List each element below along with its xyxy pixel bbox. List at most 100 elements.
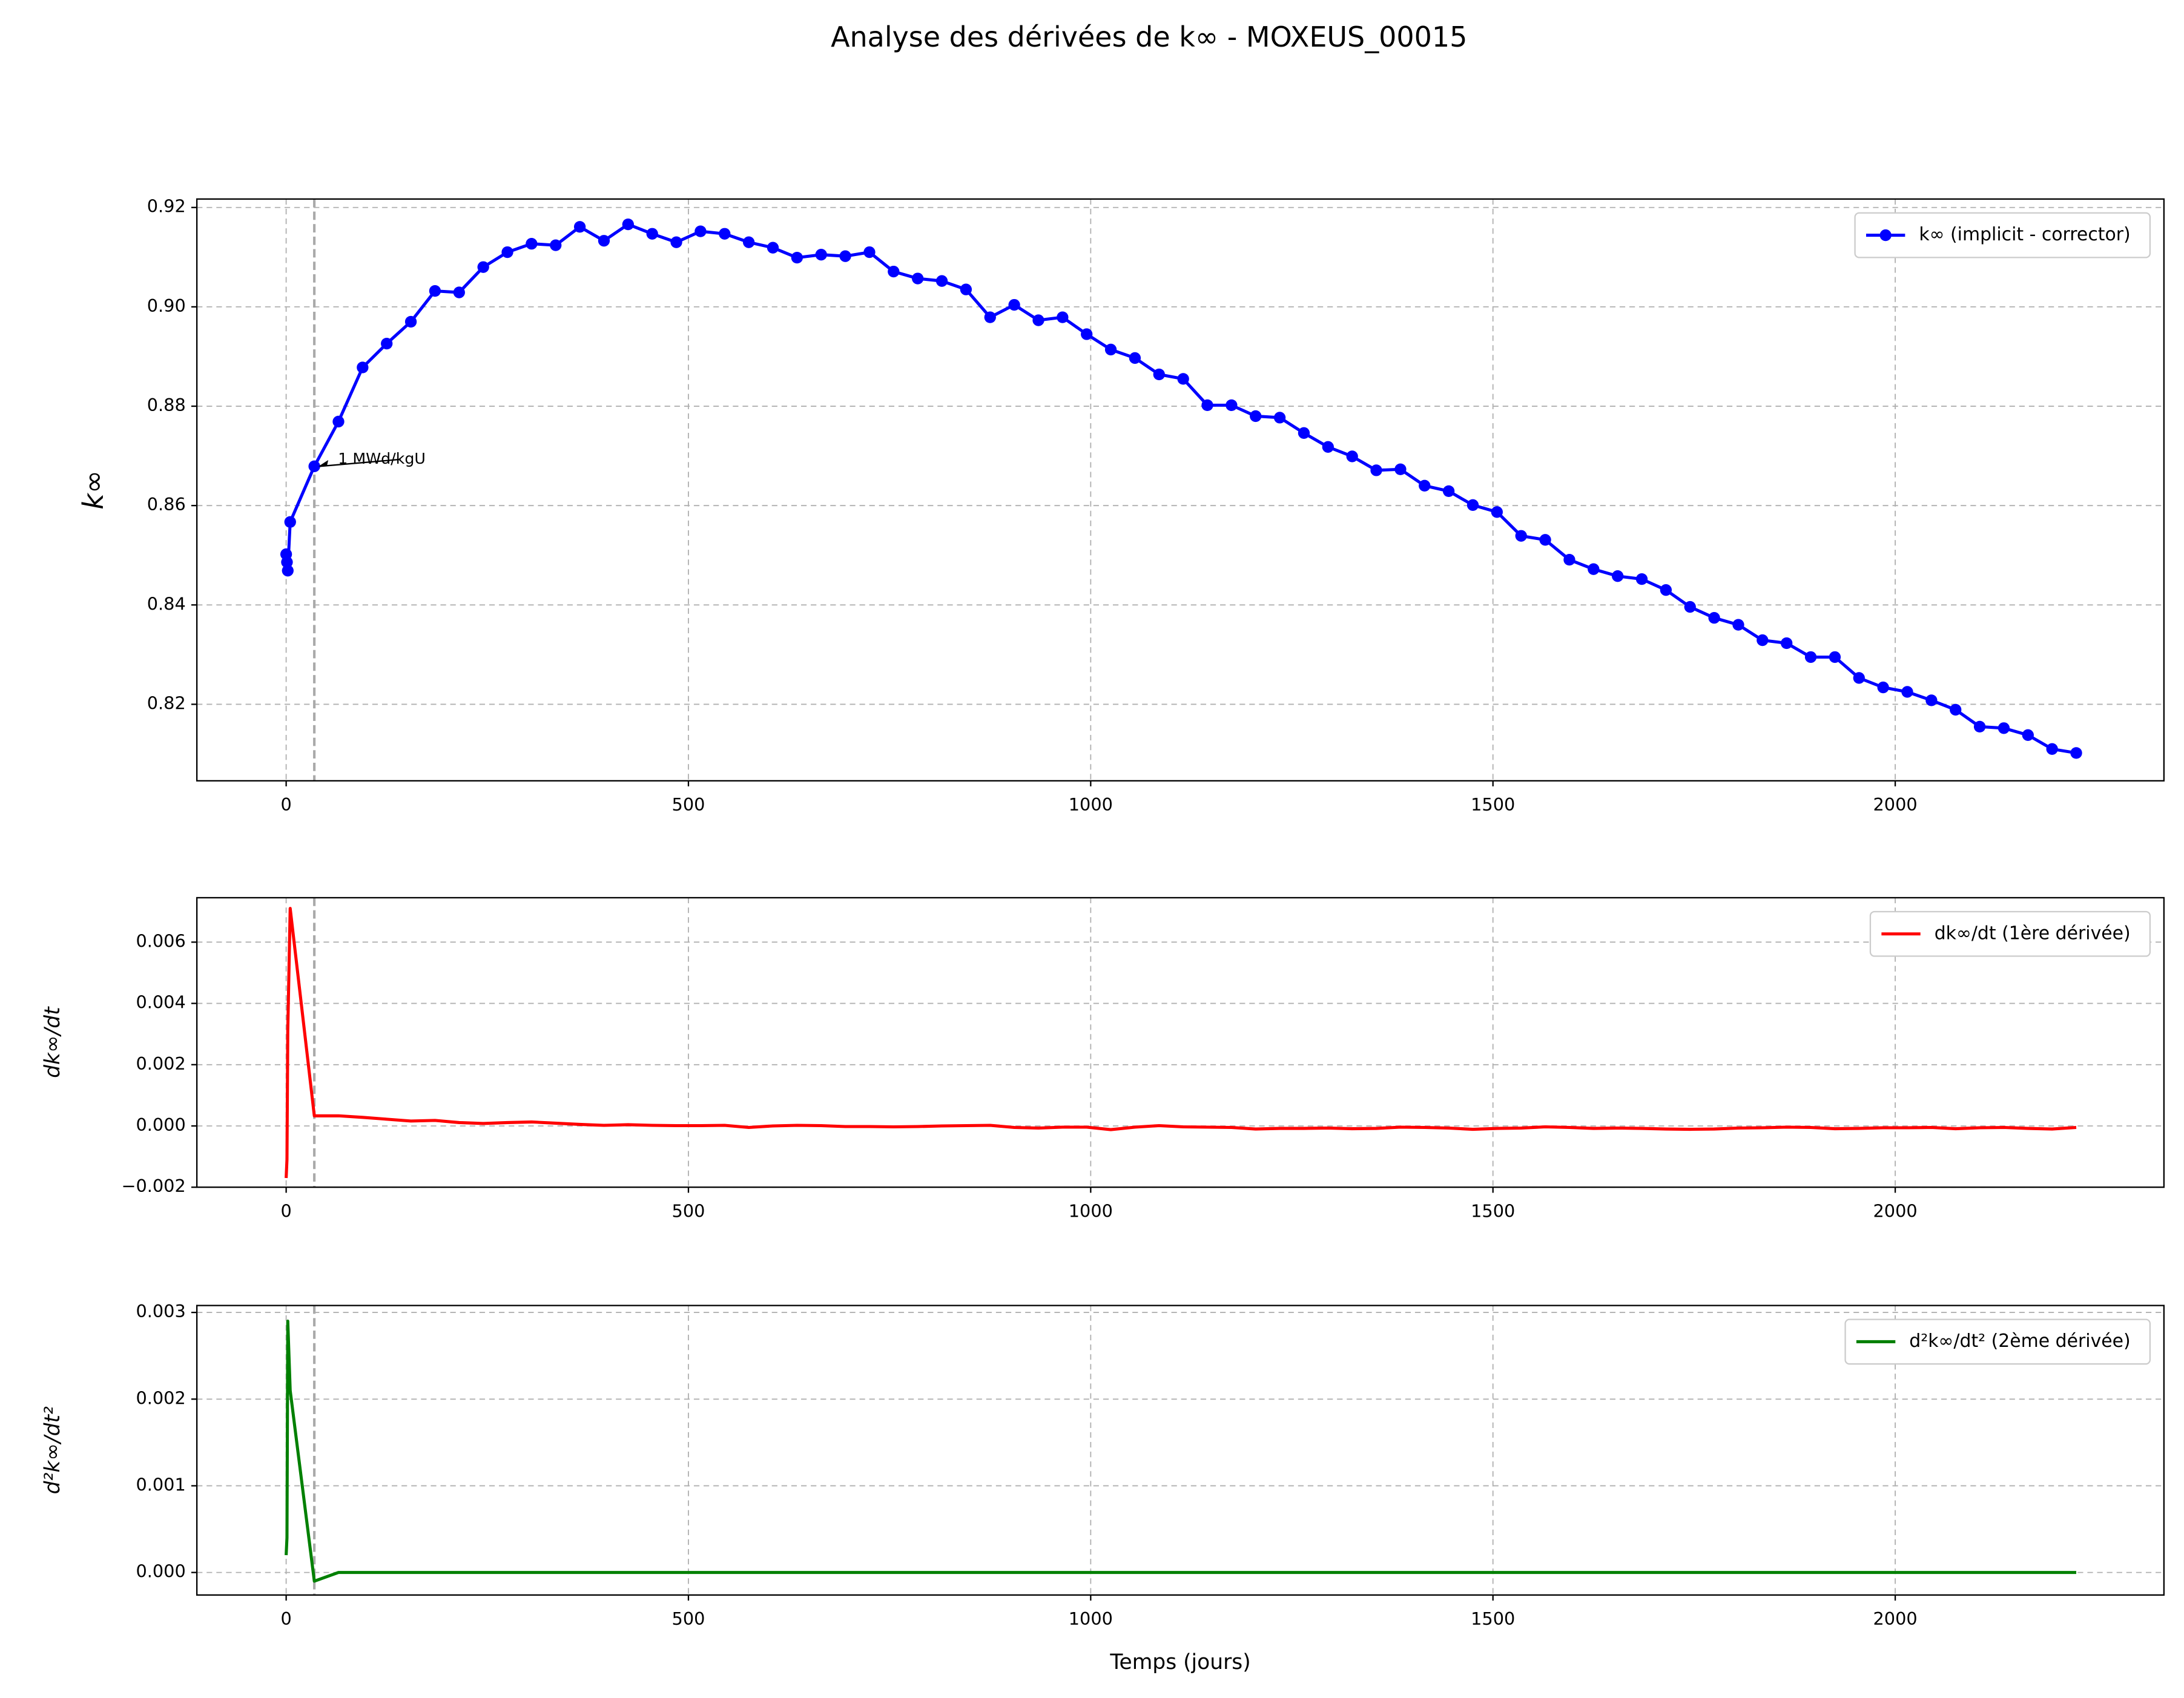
y-tick-label: 0.003	[136, 1301, 186, 1321]
y-tick-label: 0.000	[136, 1561, 186, 1582]
data-point	[2046, 743, 2058, 755]
data-point	[526, 237, 538, 250]
legend-label: d²k∞/dt² (2ème dérivée)	[1909, 1331, 2130, 1352]
x-tick-label: 2000	[1873, 1608, 1918, 1629]
data-point	[1153, 368, 1165, 381]
legend-box	[1854, 212, 2151, 258]
data-point	[1298, 427, 1310, 439]
y-tick-label: 0.004	[136, 992, 186, 1013]
y-axis-label: k∞	[77, 470, 110, 510]
data-point	[1177, 373, 1189, 385]
data-point	[2022, 729, 2034, 741]
data-point	[1346, 450, 1358, 462]
data-point	[1008, 298, 1020, 311]
y-tick-label: 0.002	[136, 1387, 186, 1408]
data-point	[1370, 464, 1382, 476]
data-point	[598, 235, 610, 247]
data-point	[646, 228, 658, 240]
data-point	[984, 311, 996, 323]
x-tick-label: 1000	[1069, 1201, 1113, 1222]
data-point	[1612, 570, 1624, 582]
data-point	[694, 225, 707, 237]
data-point	[282, 565, 294, 577]
x-tick-label: 1500	[1471, 1201, 1515, 1222]
y-tick-label: 0.92	[147, 196, 186, 217]
annotation-text: 1 MWd/kgU	[338, 450, 426, 467]
data-point	[1394, 463, 1407, 475]
series-line	[285, 223, 2077, 755]
data-point	[1419, 479, 1431, 492]
y-tick-label: 0.84	[147, 593, 186, 614]
data-point	[357, 361, 369, 373]
data-point	[1925, 694, 1938, 706]
data-point	[839, 250, 851, 262]
y-tick-label: 0.002	[136, 1053, 186, 1074]
data-point	[1322, 441, 1334, 453]
plot-frame	[196, 897, 2165, 1188]
data-point	[1829, 651, 1841, 663]
data-point	[670, 236, 682, 248]
data-point	[1032, 314, 1044, 326]
data-point	[281, 556, 293, 568]
data-point	[1491, 506, 1503, 518]
data-point	[1104, 343, 1117, 356]
plot-frame	[196, 1305, 2165, 1596]
y-tick-label: 0.88	[147, 395, 186, 415]
data-point	[1684, 601, 1696, 613]
data-point	[1804, 651, 1817, 663]
x-tick-label: 500	[672, 1201, 705, 1222]
legend-label: dk∞/dt (1ère dérivée)	[1935, 923, 2131, 944]
data-point	[284, 516, 296, 528]
x-axis-label: Temps (jours)	[1109, 1650, 1250, 1674]
data-point	[1998, 722, 2010, 734]
data-point	[1129, 352, 1141, 364]
data-point	[960, 283, 972, 295]
x-tick-label: 0	[280, 794, 291, 815]
data-point	[1539, 534, 1551, 546]
data-point	[791, 251, 803, 264]
data-point	[1226, 399, 1238, 412]
y-tick-label: 0.006	[136, 930, 186, 951]
data-point	[1515, 530, 1527, 542]
data-point	[767, 242, 779, 254]
data-point	[1732, 619, 1744, 631]
y-tick-label: 0.000	[136, 1114, 186, 1135]
data-point	[912, 272, 924, 285]
series-line	[285, 907, 2077, 1179]
x-tick-label: 1500	[1471, 794, 1515, 815]
legend-marker	[1879, 229, 1892, 242]
data-point	[1973, 720, 1986, 733]
data-point	[477, 261, 489, 273]
series-line	[285, 1319, 2077, 1583]
x-tick-label: 1000	[1069, 794, 1113, 815]
data-point	[550, 239, 562, 251]
figure-title: Analyse des dérivées de k∞ - MOXEUS_0001…	[831, 21, 1467, 53]
data-point	[742, 236, 755, 248]
x-tick-label: 2000	[1873, 1201, 1918, 1222]
data-point	[308, 460, 320, 472]
x-tick-label: 0	[280, 1201, 291, 1222]
data-point	[888, 265, 900, 278]
data-point	[1273, 412, 1286, 424]
data-point	[1057, 311, 1069, 323]
data-point	[1466, 499, 1479, 511]
y-tick-label: 0.001	[136, 1474, 186, 1495]
legend: k∞ (implicit - corrector)	[1854, 212, 2151, 258]
data-point	[1708, 611, 1720, 624]
legend-box	[1869, 910, 2151, 957]
x-tick-label: 1500	[1471, 1608, 1515, 1629]
y-tick-label: 0.90	[147, 295, 186, 316]
plot-frame	[196, 198, 2165, 782]
y-tick-label: 0.82	[147, 693, 186, 713]
data-point	[1781, 637, 1793, 650]
data-point	[381, 337, 393, 350]
annotation-arrow	[320, 458, 401, 467]
y-tick-label: 0.86	[147, 494, 186, 515]
y-axis-label: d²k∞/dt²	[41, 1406, 65, 1494]
data-point	[332, 415, 345, 428]
data-point	[1757, 634, 1769, 647]
data-point	[935, 275, 948, 287]
data-point	[1901, 686, 1913, 698]
x-tick-label: 1000	[1069, 1608, 1113, 1629]
